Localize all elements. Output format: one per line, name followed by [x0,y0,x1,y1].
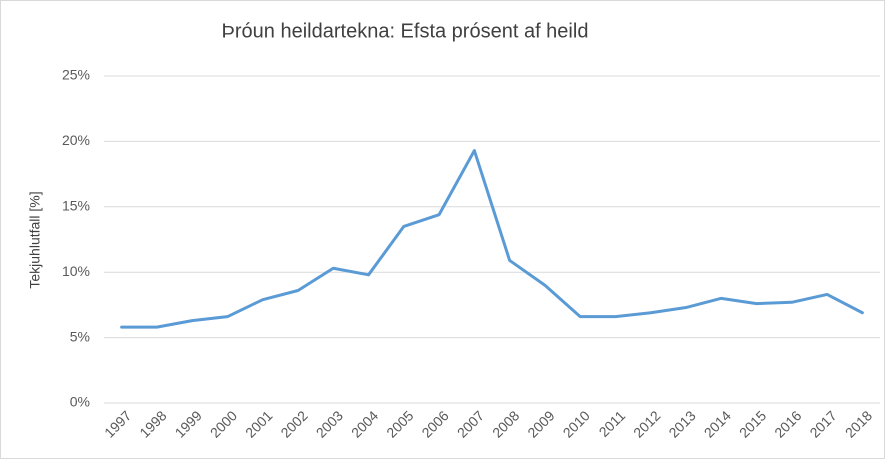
y-tick-label: 10% [62,263,90,279]
chart-title: Þróun heildartekna: Efsta prósent af hei… [222,20,589,42]
y-tick-label: 5% [70,328,90,344]
y-tick-label: 20% [62,132,90,148]
y-tick-label: 15% [62,198,90,214]
y-axis-label: Tekjuhlutfall [%] [27,191,43,288]
data-line [120,149,864,329]
y-tick-label: 0% [70,394,90,410]
y-tick-label: 25% [62,67,90,83]
